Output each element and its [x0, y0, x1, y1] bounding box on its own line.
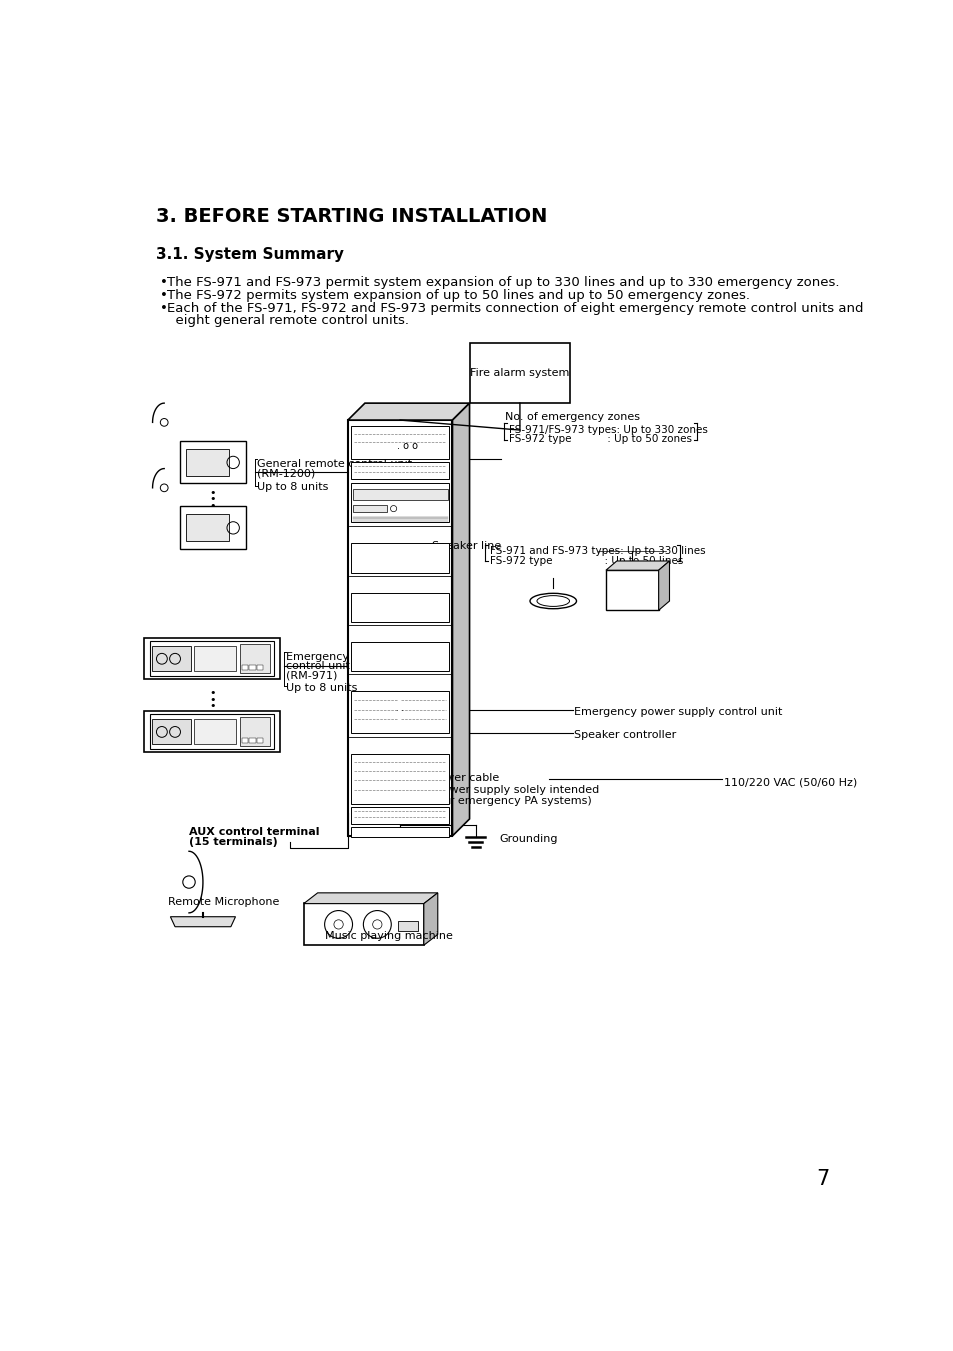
Bar: [353, 505, 387, 512]
Bar: [186, 513, 229, 540]
Polygon shape: [171, 917, 235, 927]
Text: · ·: · ·: [395, 708, 403, 716]
Bar: [150, 642, 274, 676]
Text: 110/220 VAC (50/60 Hz): 110/220 VAC (50/60 Hz): [723, 777, 856, 788]
Text: •: •: [209, 488, 215, 499]
Text: Remote Microphone: Remote Microphone: [168, 897, 279, 908]
Bar: [351, 484, 449, 521]
Text: Speaker controller: Speaker controller: [574, 730, 676, 740]
Text: Grounding: Grounding: [498, 835, 557, 844]
Text: FS-972 type           : Up to 50 zones: FS-972 type : Up to 50 zones: [509, 434, 691, 444]
Text: •: •: [159, 276, 167, 289]
Text: 3. BEFORE STARTING INSTALLATION: 3. BEFORE STARTING INSTALLATION: [155, 207, 546, 226]
Polygon shape: [423, 893, 437, 946]
Bar: [241, 738, 248, 743]
Bar: [353, 489, 447, 500]
Text: 3.1. System Summary: 3.1. System Summary: [155, 247, 343, 262]
Bar: [240, 717, 270, 746]
Bar: [469, 343, 570, 403]
Polygon shape: [303, 893, 437, 904]
Text: Emergency remote: Emergency remote: [286, 651, 392, 662]
Bar: [241, 665, 248, 670]
Text: Power cable: Power cable: [432, 773, 499, 782]
Bar: [144, 638, 280, 678]
Bar: [150, 715, 274, 748]
Text: •: •: [209, 694, 215, 705]
Text: (15 terminals): (15 terminals): [189, 836, 277, 847]
Bar: [249, 738, 255, 743]
Text: AUX control terminal: AUX control terminal: [189, 827, 319, 836]
Text: FS-971 and FS-973 types: Up to 330 lines: FS-971 and FS-973 types: Up to 330 lines: [489, 546, 704, 557]
Text: for emergency PA systems): for emergency PA systems): [438, 796, 591, 805]
Ellipse shape: [537, 596, 569, 607]
Text: Up to 8 units: Up to 8 units: [257, 482, 328, 492]
Polygon shape: [348, 403, 469, 420]
Bar: [257, 665, 263, 670]
Bar: [303, 902, 423, 946]
Text: •: •: [209, 494, 215, 504]
Bar: [351, 462, 449, 480]
Bar: [351, 426, 449, 458]
Ellipse shape: [530, 593, 576, 609]
Text: The FS-972 permits system expansion of up to 50 lines and up to 50 emergency zon: The FS-972 permits system expansion of u…: [167, 289, 749, 303]
Text: eight general remote control units.: eight general remote control units.: [167, 313, 409, 327]
Polygon shape: [605, 561, 669, 570]
Bar: [348, 420, 452, 836]
Text: Music playing machine: Music playing machine: [324, 931, 452, 942]
Text: (Power supply solely intended: (Power supply solely intended: [432, 785, 599, 794]
Text: No. of emergency zones: No. of emergency zones: [505, 412, 639, 423]
Text: FS-971/FS-973 types: Up to 330 zones: FS-971/FS-973 types: Up to 330 zones: [509, 424, 707, 435]
Text: General remote control unit: General remote control unit: [257, 459, 412, 469]
Polygon shape: [658, 561, 669, 611]
Text: Each of the FS-971, FS-972 and FS-973 permits connection of eight emergency remo: Each of the FS-971, FS-972 and FS-973 pe…: [167, 303, 862, 315]
Text: 7: 7: [816, 1169, 829, 1189]
Bar: [179, 440, 245, 484]
Bar: [351, 593, 449, 621]
Bar: [144, 711, 280, 753]
Bar: [351, 754, 449, 804]
Text: Speaker line: Speaker line: [432, 540, 501, 551]
Bar: [605, 570, 658, 611]
Bar: [193, 719, 236, 744]
Bar: [257, 738, 263, 743]
Text: FS-972 type                : Up to 50 lines: FS-972 type : Up to 50 lines: [489, 555, 682, 566]
Polygon shape: [452, 403, 469, 836]
Bar: [152, 646, 191, 671]
Bar: [186, 449, 229, 476]
Text: (RM-1200): (RM-1200): [257, 469, 315, 478]
Text: •: •: [209, 701, 215, 711]
Text: •: •: [159, 303, 167, 315]
Bar: [397, 920, 417, 931]
Bar: [351, 808, 449, 824]
Text: The FS-971 and FS-973 permit system expansion of up to 330 lines and up to 330 e: The FS-971 and FS-973 permit system expa…: [167, 276, 839, 289]
Text: •: •: [209, 689, 215, 698]
Bar: [351, 827, 449, 836]
Text: (RM-971): (RM-971): [286, 670, 337, 681]
Text: Up to 8 units: Up to 8 units: [286, 684, 356, 693]
Text: . o o: . o o: [396, 442, 417, 451]
Bar: [351, 642, 449, 671]
Bar: [193, 646, 236, 671]
Bar: [179, 507, 245, 549]
Bar: [249, 665, 255, 670]
Text: •: •: [159, 289, 167, 303]
Bar: [240, 644, 270, 673]
Text: •: •: [209, 500, 215, 511]
Text: Emergency power supply control unit: Emergency power supply control unit: [574, 707, 781, 717]
Bar: [152, 719, 191, 744]
Text: Fire alarm system: Fire alarm system: [470, 367, 569, 378]
Bar: [351, 543, 449, 573]
Bar: [351, 692, 449, 734]
Text: control unit: control unit: [286, 661, 350, 671]
